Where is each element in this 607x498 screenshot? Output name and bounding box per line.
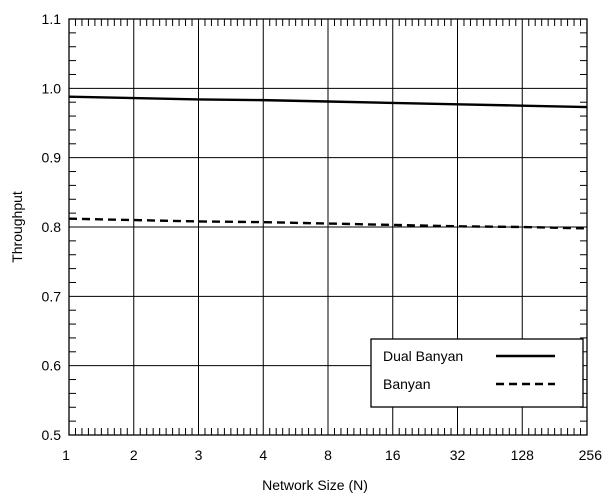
x-tick-label: 16 xyxy=(385,447,401,463)
x-tick-label: 1 xyxy=(62,447,70,463)
legend-label: Dual Banyan xyxy=(383,348,463,364)
x-tick-label: 256 xyxy=(579,447,603,463)
minor-ticks xyxy=(69,19,587,435)
legend-label: Banyan xyxy=(383,376,430,392)
x-tick-label: 3 xyxy=(195,447,203,463)
y-tick-label: 0.9 xyxy=(42,150,62,166)
x-axis-label: Network Size (N) xyxy=(262,477,368,493)
y-tick-label: 0.5 xyxy=(42,427,62,443)
y-tick-label: 1.0 xyxy=(42,80,62,96)
x-tick-label: 8 xyxy=(324,447,332,463)
y-tick-label: 0.6 xyxy=(42,358,62,374)
y-tick-label: 0.8 xyxy=(42,219,62,235)
series-layer xyxy=(68,95,588,230)
x-tick-labels: 1 2 3 4 8 16 32 128 256 xyxy=(62,447,602,463)
legend: Dual Banyan Banyan xyxy=(370,338,584,408)
y-tick-labels: 0.5 0.6 0.7 0.8 0.9 1.0 1.1 xyxy=(42,11,62,443)
series-line-banyan xyxy=(68,217,588,230)
series-line-dual-banyan xyxy=(68,95,588,109)
x-tick-label: 32 xyxy=(450,447,466,463)
x-tick-label: 4 xyxy=(259,447,267,463)
x-tick-label: 2 xyxy=(130,447,138,463)
plot-frame xyxy=(68,18,588,436)
legend-box xyxy=(370,338,584,408)
x-tick-label: 128 xyxy=(511,447,535,463)
y-tick-label: 1.1 xyxy=(42,11,62,27)
y-axis-label: Throughput xyxy=(9,191,25,263)
y-tick-label: 0.7 xyxy=(42,288,62,304)
